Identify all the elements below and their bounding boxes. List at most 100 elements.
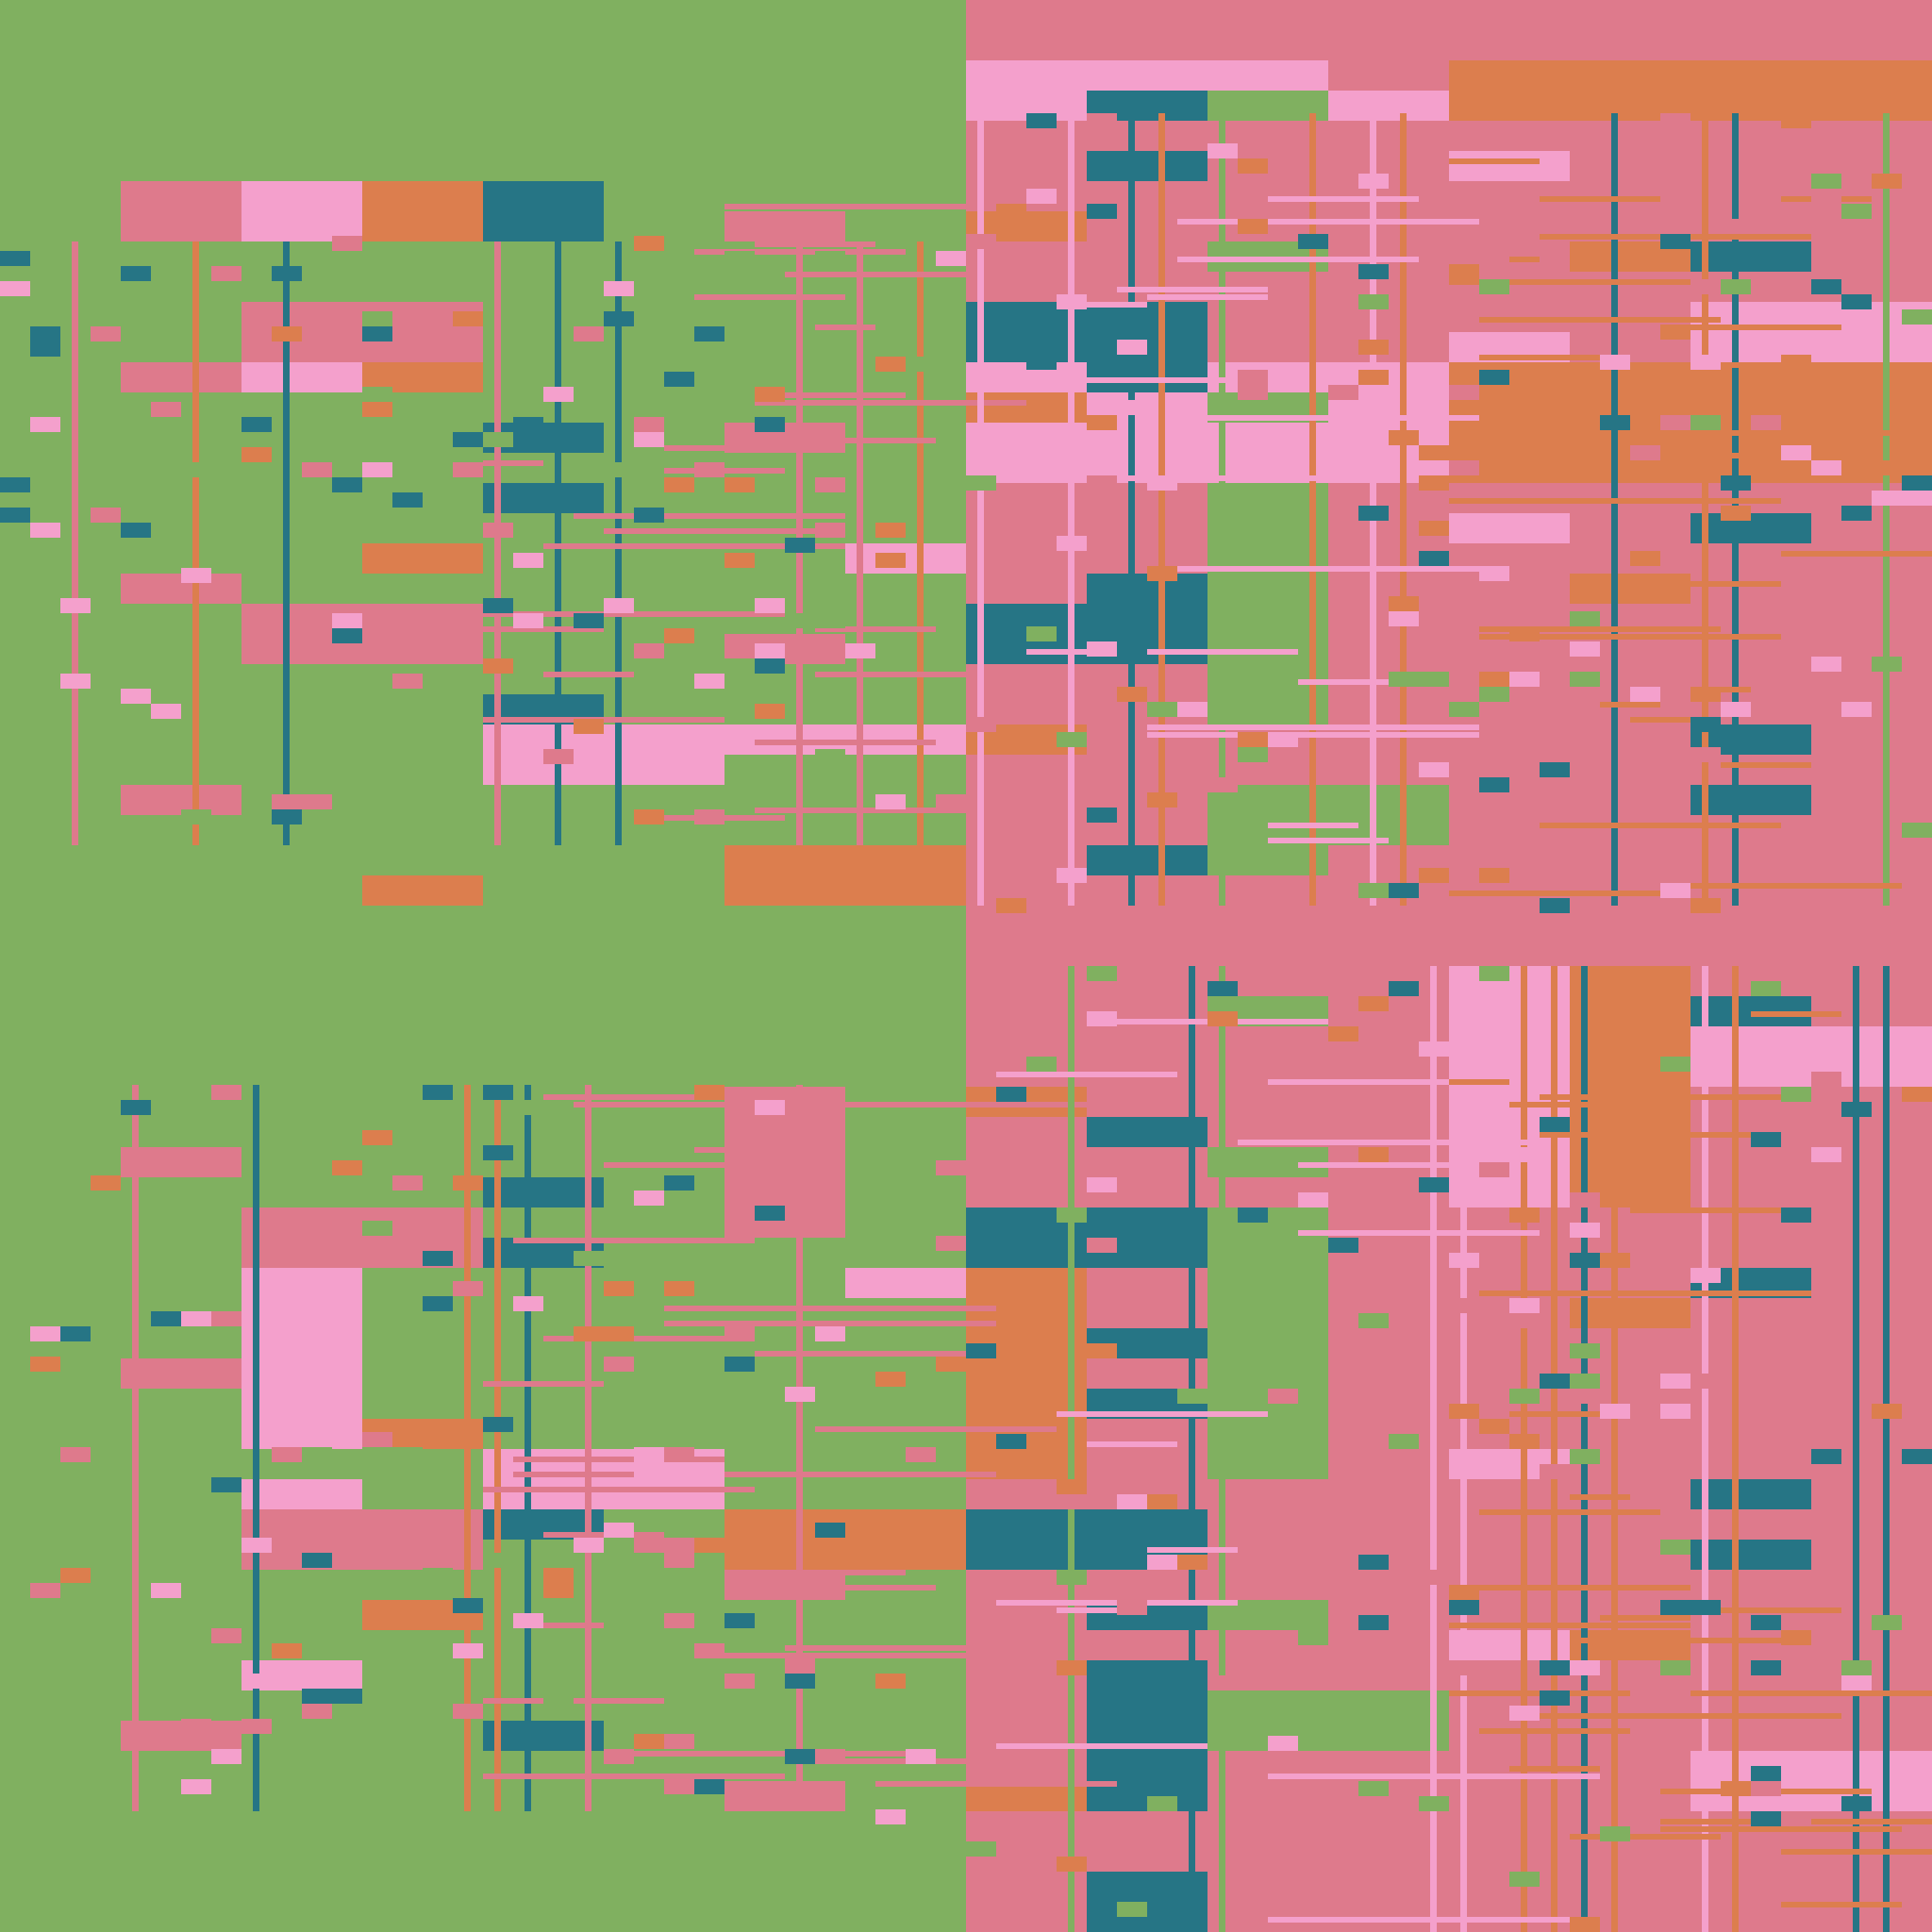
chip <box>1479 777 1509 792</box>
chip <box>724 1100 755 1115</box>
bar <box>977 113 984 906</box>
chip <box>302 719 332 734</box>
chip <box>1208 1011 1238 1026</box>
stripe <box>483 1381 604 1387</box>
chip <box>423 1296 453 1311</box>
chip <box>634 1734 664 1749</box>
chip <box>60 1447 91 1462</box>
chip <box>121 523 151 538</box>
stripe <box>1660 1826 1902 1832</box>
chip <box>30 523 60 538</box>
chip <box>1238 1208 1268 1223</box>
chip <box>151 1100 181 1115</box>
chip <box>1389 981 1419 996</box>
chip <box>1087 966 1117 981</box>
chip <box>785 1749 815 1764</box>
chip <box>1781 1208 1811 1223</box>
chip <box>1600 1253 1630 1268</box>
chip <box>936 1357 966 1372</box>
chip <box>1419 551 1449 566</box>
stripe <box>785 1645 875 1651</box>
chip <box>1419 1796 1449 1811</box>
block <box>242 1509 483 1570</box>
stripe <box>1540 1713 1841 1719</box>
chip <box>604 1281 634 1296</box>
chip <box>1690 355 1721 370</box>
block <box>1208 1208 1328 1479</box>
bar <box>464 1085 471 1811</box>
chip <box>1147 475 1177 491</box>
chip <box>755 1794 785 1809</box>
bar <box>192 242 199 845</box>
chip <box>724 477 755 492</box>
chip <box>1087 415 1117 430</box>
block <box>1208 1690 1449 1751</box>
chip <box>1811 460 1841 475</box>
chip <box>1238 158 1268 174</box>
bar <box>585 1085 591 1811</box>
chip <box>1751 415 1781 430</box>
chip <box>936 251 966 266</box>
stripe <box>1177 219 1479 225</box>
chip <box>513 613 543 628</box>
chip <box>1660 1404 1690 1419</box>
block <box>242 1268 362 1449</box>
chip <box>634 809 664 824</box>
chip <box>1781 355 1811 370</box>
chip <box>453 1175 483 1191</box>
block <box>1208 785 1449 845</box>
stripe <box>1298 1162 1509 1168</box>
stripe <box>785 1585 936 1591</box>
chip <box>1268 1736 1298 1751</box>
stripe <box>1057 1607 1147 1613</box>
bar <box>1068 966 1074 1932</box>
chip <box>604 462 634 477</box>
chip <box>181 462 211 477</box>
chip <box>1872 657 1902 672</box>
chip <box>1087 1011 1117 1026</box>
stripe <box>694 294 845 300</box>
block <box>1087 845 1208 875</box>
chip <box>1570 641 1600 657</box>
chip <box>1147 966 1177 981</box>
chip <box>604 1523 634 1538</box>
chip <box>1087 1343 1117 1358</box>
chip <box>875 1674 906 1689</box>
bar <box>1883 113 1890 906</box>
chip <box>1087 1177 1117 1192</box>
chip <box>242 417 272 432</box>
block <box>1690 785 1811 815</box>
bar <box>1883 966 1890 1932</box>
bar <box>1068 113 1074 906</box>
block <box>1690 1479 1811 1509</box>
chip <box>966 234 996 249</box>
chip <box>785 613 815 628</box>
stripe <box>755 808 1057 813</box>
chip <box>604 598 634 613</box>
chip <box>755 658 785 674</box>
chip <box>996 204 1026 219</box>
stripe <box>1660 1690 1932 1696</box>
chip <box>634 417 664 432</box>
chip <box>181 1779 211 1794</box>
chip <box>1902 491 1932 506</box>
chip <box>755 417 785 432</box>
chip <box>1811 657 1841 672</box>
block <box>362 543 483 574</box>
chip <box>1358 506 1389 521</box>
stripe <box>1057 1411 1268 1417</box>
stripe <box>1147 732 1479 738</box>
chip <box>755 1100 785 1115</box>
chip <box>1208 777 1238 792</box>
bar <box>1189 966 1195 1932</box>
chip <box>483 1553 513 1568</box>
bar <box>1309 113 1316 906</box>
chip <box>1721 506 1751 521</box>
stripe <box>483 626 604 632</box>
chip <box>1419 868 1449 883</box>
stripe <box>1690 883 1902 889</box>
stripe <box>785 1102 1117 1108</box>
chip <box>1781 1630 1811 1645</box>
chip <box>1147 1796 1177 1811</box>
chip <box>1690 1268 1721 1283</box>
